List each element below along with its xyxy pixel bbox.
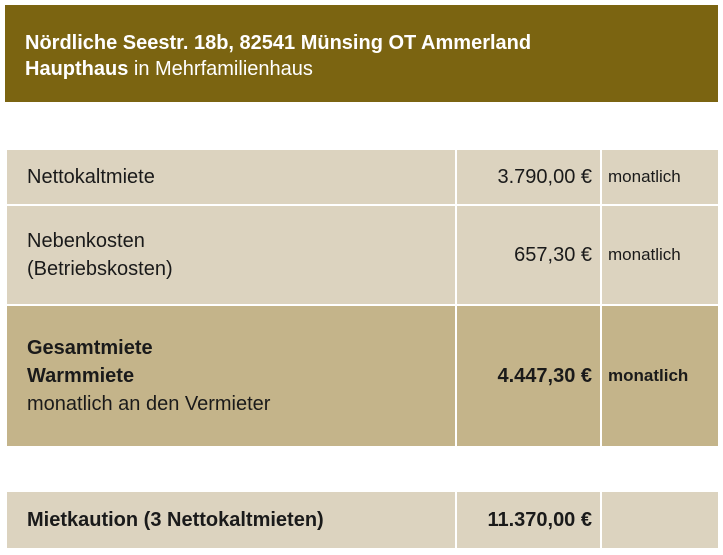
rent-table: Nettokaltmiete 3.790,00 € monatlich Nebe… [5,148,720,448]
row-period: monatlich [600,204,720,306]
row-amount: 657,30 € [455,204,602,306]
property-address: Nördliche Seestr. 18b, 82541 Münsing OT … [25,32,532,54]
row-period: monatlich [600,148,720,206]
deposit-table: Mietkaution (3 Nettokaltmieten) 11.370,0… [5,490,720,550]
property-header: Nördliche Seestr. 18b, 82541 Münsing OT … [5,5,718,102]
table-row: Nettokaltmiete 3.790,00 € monatlich [5,148,720,206]
deposit-amount: 11.370,00 € [455,490,602,550]
row-label: Gesamtmiete Warmmiete monatlich an den Ver… [5,304,457,448]
row-label: Nebenkosten (Betriebskosten) [5,204,457,306]
deposit-period [600,490,720,550]
table-row-total: Gesamtmiete Warmmiete monatlich an den Ver… [5,304,720,448]
building-name: Haupthaus [25,58,129,80]
row-amount: 3.790,00 € [455,148,602,206]
table-row: Nebenkosten (Betriebskosten) 657,30 € mon… [5,204,720,306]
table-row-deposit: Mietkaution (3 Nettokaltmieten) 11.370,0… [5,490,720,550]
property-building-line: Haupthaus in Mehrfamilienhaus [25,56,718,82]
row-amount: 4.447,30 € [455,304,602,448]
row-label: Nettokaltmiete [5,148,457,206]
deposit-label: Mietkaution (3 Nettokaltmieten) [5,490,457,550]
row-period: monatlich [600,304,720,448]
building-type: in Mehrfamilienhaus [128,58,313,80]
